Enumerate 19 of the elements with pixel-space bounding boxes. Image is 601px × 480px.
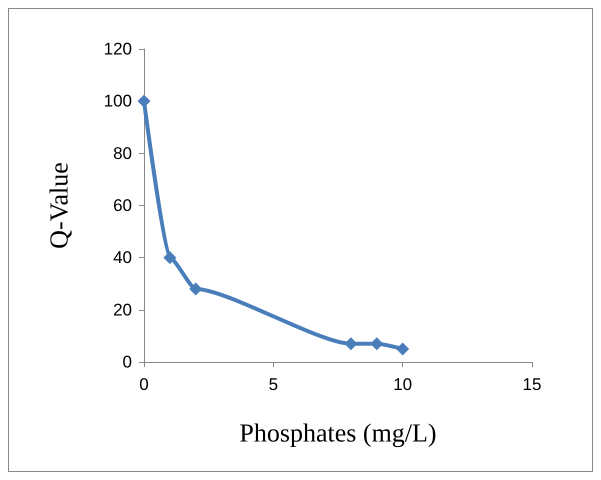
y-tick-label: 60 <box>113 196 132 215</box>
x-tick-label: 15 <box>522 375 542 394</box>
point <box>163 251 176 264</box>
point <box>396 342 410 356</box>
x-tick-label: 0 <box>139 375 149 394</box>
point <box>344 337 358 350</box>
y-tick-label: 100 <box>104 92 132 111</box>
x-axis-title: Phosphates (mg/L) <box>239 418 437 448</box>
y-tick-label: 80 <box>113 144 132 163</box>
y-tick-label: 20 <box>113 300 132 320</box>
x-tick-label: 5 <box>268 375 278 394</box>
y-tick-label: 120 <box>104 40 132 58</box>
y-tick-label: 0 <box>122 352 132 372</box>
point <box>138 94 150 108</box>
y-axis-title: Q-Value <box>44 162 74 249</box>
x-tick-label: 10 <box>393 375 412 394</box>
point <box>189 282 202 296</box>
y-tick-label: 40 <box>113 248 132 268</box>
point <box>370 337 384 350</box>
